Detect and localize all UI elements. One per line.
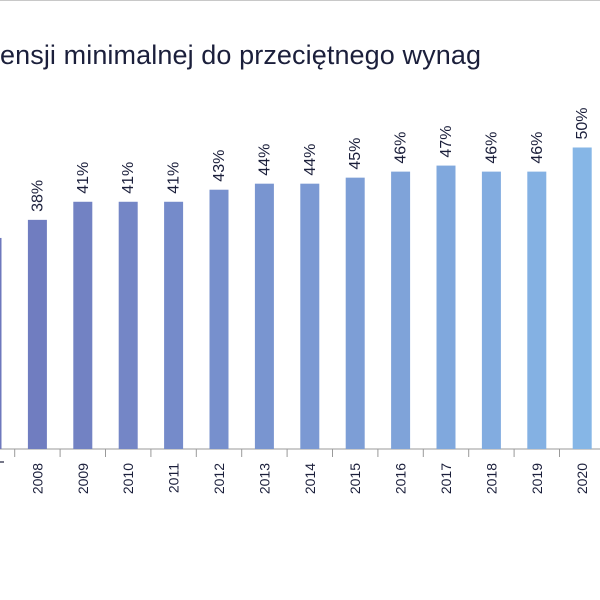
- bar-2016: [391, 171, 411, 449]
- bar-2007: [0, 237, 2, 449]
- x-tick-label-2011: 2011: [166, 463, 182, 493]
- bar-2010: [118, 201, 138, 449]
- value-label-2013: 44%: [256, 144, 273, 176]
- value-label-2012: 43%: [211, 150, 228, 182]
- value-label-2010: 41%: [120, 162, 137, 194]
- value-label-2015: 45%: [347, 138, 364, 170]
- value-label-2008: 38%: [29, 180, 46, 212]
- x-tick-label-2013: 2013: [256, 463, 272, 494]
- x-tick-label-2009: 2009: [75, 463, 91, 494]
- x-tick-label-2020: 2020: [574, 463, 590, 494]
- x-tick-label-2015: 2015: [347, 463, 363, 494]
- bar-2014: [300, 183, 320, 449]
- x-tick-label-2014: 2014: [302, 463, 318, 494]
- value-label-2018: 46%: [483, 132, 500, 164]
- bar-2020: [572, 147, 592, 449]
- value-label-2020: 50%: [574, 107, 591, 139]
- bar-2018: [481, 171, 501, 449]
- value-label-2016: 46%: [393, 132, 410, 164]
- value-label-2017: 47%: [438, 126, 455, 158]
- x-tick-label-2016: 2016: [393, 463, 409, 494]
- value-label-2019: 46%: [529, 132, 546, 164]
- bar-2009: [73, 201, 93, 449]
- value-label-2009: 41%: [75, 162, 92, 194]
- x-tick-label-2008: 2008: [29, 463, 45, 494]
- chart-title: ensji minimalnej do przeciętnego wynag: [0, 40, 482, 70]
- bar-2015: [345, 177, 365, 449]
- value-label-2014: 44%: [302, 144, 319, 176]
- x-tick-label-2018: 2018: [483, 463, 499, 494]
- bar-2012: [209, 189, 229, 449]
- x-tick-label-2017: 2017: [438, 463, 454, 494]
- value-label-2011: 41%: [166, 162, 183, 194]
- bar-2019: [527, 171, 547, 449]
- x-tick-label-2010: 2010: [120, 463, 136, 494]
- bar-2011: [164, 201, 184, 449]
- bar-2017: [436, 165, 456, 449]
- x-tick-label-2012: 2012: [211, 463, 227, 494]
- bar-2013: [254, 183, 274, 449]
- bar-2008: [27, 219, 47, 449]
- x-tick-label-2019: 2019: [529, 463, 545, 494]
